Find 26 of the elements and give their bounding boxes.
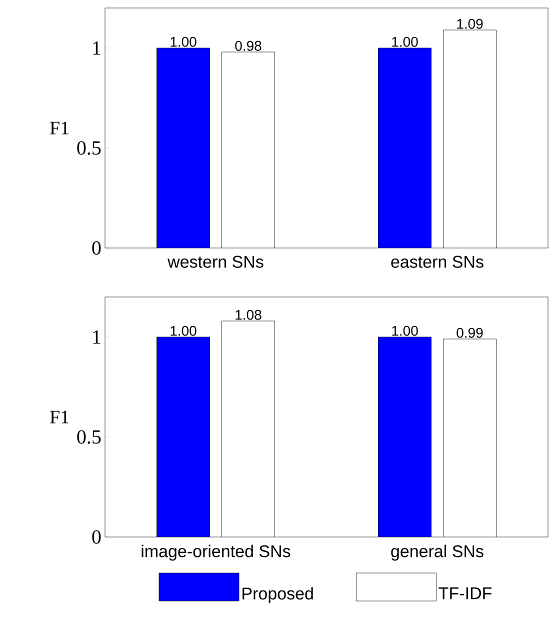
bar — [156, 48, 210, 248]
y-tick-label: 1 — [93, 330, 100, 344]
data-label: 1.00 — [170, 326, 196, 336]
x-tick-label: western SNs — [168, 256, 264, 268]
legend-label: Proposed — [242, 587, 313, 603]
bar — [378, 336, 432, 537]
legend-label: TF-IDF — [438, 587, 492, 600]
y-axis-title: F1 — [50, 410, 68, 424]
bar — [378, 48, 432, 248]
data-label: 1.09 — [457, 18, 483, 29]
data-label: 1.00 — [170, 36, 196, 47]
y-tick-label: 1 — [93, 41, 100, 55]
data-label: 0.99 — [456, 328, 483, 338]
y-tick-label: 0 — [92, 241, 101, 255]
y-tick-label: 0.5 — [77, 430, 101, 444]
x-tick-label: eastern SNs — [391, 256, 484, 268]
data-label: 0.98 — [235, 40, 262, 51]
bar — [156, 336, 210, 537]
data-label: 1.08 — [236, 310, 262, 320]
y-tick-label: 0 — [92, 530, 101, 544]
data-label: 1.00 — [392, 326, 418, 336]
y-tick-label: 0.5 — [77, 141, 101, 155]
data-label: 1.00 — [392, 36, 418, 47]
x-tick-label: image-oriented SNs — [142, 544, 290, 561]
x-tick-label: general SNs — [391, 544, 484, 561]
y-axis-title: F1 — [50, 122, 68, 134]
